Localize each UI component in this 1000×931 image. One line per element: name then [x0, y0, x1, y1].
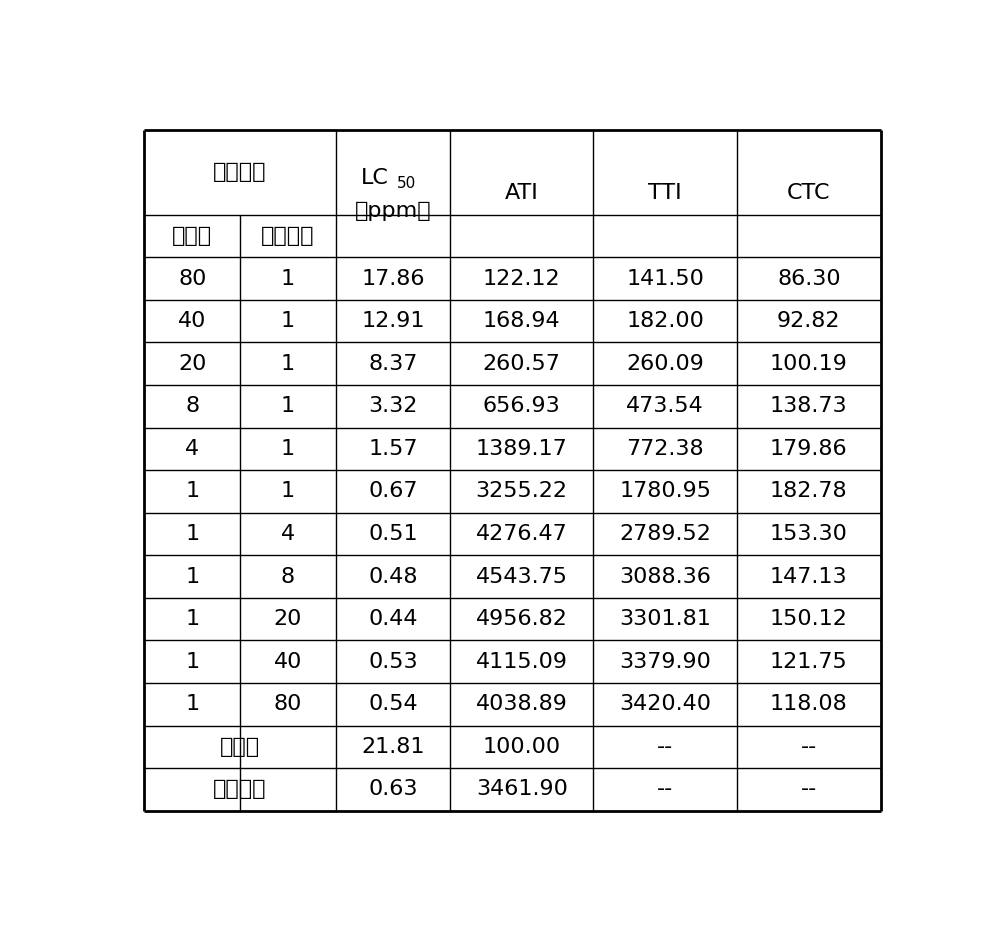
Text: 3255.22: 3255.22	[476, 481, 568, 502]
Text: ATI: ATI	[505, 183, 539, 204]
Text: LC: LC	[361, 168, 389, 188]
Text: 50: 50	[397, 176, 416, 191]
Text: 1389.17: 1389.17	[476, 439, 568, 459]
Text: 1: 1	[185, 481, 199, 502]
Text: 吡螨胺: 吡螨胺	[220, 736, 260, 757]
Text: 3301.81: 3301.81	[619, 609, 711, 629]
Text: 0.67: 0.67	[368, 481, 418, 502]
Text: 多杀菌素: 多杀菌素	[261, 226, 315, 246]
Text: CTC: CTC	[787, 183, 831, 204]
Text: --: --	[657, 779, 673, 800]
Text: 1: 1	[185, 652, 199, 671]
Text: 1: 1	[281, 481, 295, 502]
Text: 80: 80	[178, 269, 206, 289]
Text: 4: 4	[281, 524, 295, 544]
Text: 4543.75: 4543.75	[476, 567, 568, 587]
Text: --: --	[801, 779, 817, 800]
Text: （ppm）: （ppm）	[355, 201, 431, 222]
Text: 3420.40: 3420.40	[619, 695, 711, 714]
Text: 20: 20	[274, 609, 302, 629]
Text: 0.48: 0.48	[368, 567, 418, 587]
Text: 4: 4	[185, 439, 199, 459]
Text: 8: 8	[185, 397, 199, 416]
Text: 138.73: 138.73	[770, 397, 848, 416]
Text: 1: 1	[281, 439, 295, 459]
Text: 118.08: 118.08	[770, 695, 848, 714]
Text: 1: 1	[281, 354, 295, 373]
Text: --: --	[801, 736, 817, 757]
Text: 80: 80	[274, 695, 302, 714]
Text: 772.38: 772.38	[626, 439, 704, 459]
Text: 182.78: 182.78	[770, 481, 848, 502]
Text: 1: 1	[185, 524, 199, 544]
Text: 4956.82: 4956.82	[476, 609, 568, 629]
Text: 260.57: 260.57	[483, 354, 561, 373]
Text: 2789.52: 2789.52	[619, 524, 711, 544]
Text: 8: 8	[281, 567, 295, 587]
Text: 179.86: 179.86	[770, 439, 848, 459]
Text: 4115.09: 4115.09	[476, 652, 568, 671]
Text: 8.37: 8.37	[368, 354, 418, 373]
Text: 多杀菌素: 多杀菌素	[213, 779, 267, 800]
Text: 4038.89: 4038.89	[476, 695, 568, 714]
Text: 0.63: 0.63	[368, 779, 418, 800]
Text: 0.54: 0.54	[368, 695, 418, 714]
Text: 3379.90: 3379.90	[619, 652, 711, 671]
Text: 吡螨胺: 吡螨胺	[172, 226, 212, 246]
Text: 17.86: 17.86	[361, 269, 425, 289]
Text: TTI: TTI	[648, 183, 682, 204]
Text: 1: 1	[185, 609, 199, 629]
Text: 1: 1	[185, 695, 199, 714]
Text: 86.30: 86.30	[777, 269, 841, 289]
Text: 1: 1	[281, 269, 295, 289]
Text: 1: 1	[185, 567, 199, 587]
Text: 20: 20	[178, 354, 206, 373]
Text: --: --	[657, 736, 673, 757]
Text: 1: 1	[281, 311, 295, 331]
Text: 168.94: 168.94	[483, 311, 561, 331]
Text: 0.53: 0.53	[368, 652, 418, 671]
Text: 0.44: 0.44	[368, 609, 418, 629]
Text: 100.19: 100.19	[770, 354, 848, 373]
Text: 4276.47: 4276.47	[476, 524, 568, 544]
Text: 150.12: 150.12	[770, 609, 848, 629]
Text: 40: 40	[274, 652, 302, 671]
Text: 92.82: 92.82	[777, 311, 841, 331]
Text: 3461.90: 3461.90	[476, 779, 568, 800]
Text: 656.93: 656.93	[483, 397, 561, 416]
Text: 182.00: 182.00	[626, 311, 704, 331]
Text: 147.13: 147.13	[770, 567, 848, 587]
Text: 0.51: 0.51	[368, 524, 418, 544]
Text: 12.91: 12.91	[361, 311, 425, 331]
Text: 重量比例: 重量比例	[213, 162, 267, 182]
Text: 121.75: 121.75	[770, 652, 848, 671]
Text: 100.00: 100.00	[483, 736, 561, 757]
Text: 1.57: 1.57	[368, 439, 418, 459]
Text: 21.81: 21.81	[361, 736, 425, 757]
Text: 1: 1	[281, 397, 295, 416]
Text: 153.30: 153.30	[770, 524, 848, 544]
Text: 3.32: 3.32	[368, 397, 418, 416]
Text: 122.12: 122.12	[483, 269, 561, 289]
Text: 473.54: 473.54	[626, 397, 704, 416]
Text: 1780.95: 1780.95	[619, 481, 711, 502]
Text: 260.09: 260.09	[626, 354, 704, 373]
Text: 3088.36: 3088.36	[619, 567, 711, 587]
Text: 141.50: 141.50	[626, 269, 704, 289]
Text: 40: 40	[178, 311, 206, 331]
